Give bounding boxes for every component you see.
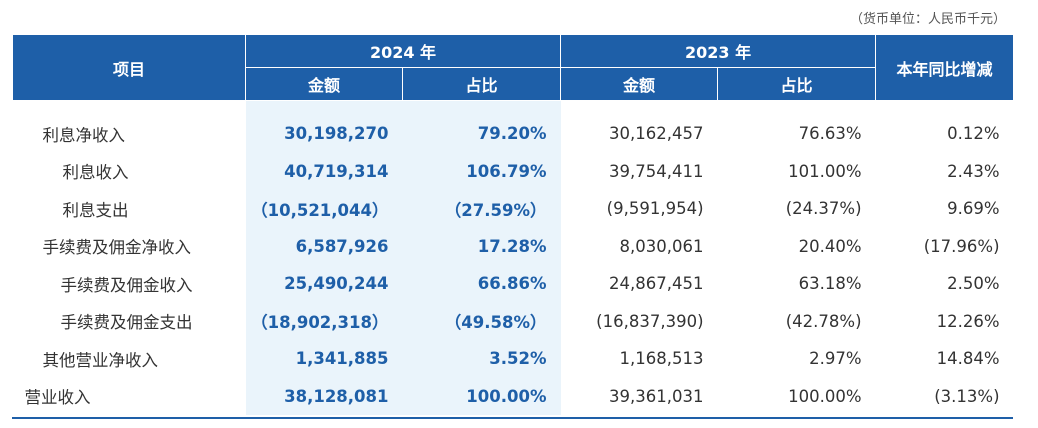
table-body: 利息净收入 30,198,270 79.20% 30,162,457 76.63… xyxy=(13,100,1014,415)
ratio-2023: (24.37%) xyxy=(785,199,862,219)
amount-2023: (16,837,390) xyxy=(596,311,704,331)
yoy-change: 12.26% xyxy=(936,311,1000,331)
row-label: 利息收入 xyxy=(62,163,129,183)
header-year-2024: 2024 年 xyxy=(244,34,562,68)
yoy-change: 2.50% xyxy=(947,274,1000,294)
row-label: 营业收入 xyxy=(24,388,91,408)
yoy-change: 14.84% xyxy=(936,349,1000,369)
ratio-2024: 79.20% xyxy=(402,100,561,153)
row-label: 其他营业净收入 xyxy=(42,350,159,370)
row-label: 手续费及佣金支出 xyxy=(60,313,193,333)
header-ratio-2023: 占比 xyxy=(717,67,877,101)
income-table-wrapper: 项目 2024 年 2023 年 本年同比增减 金额 占比 金额 占比 利息净收… xyxy=(12,34,1015,415)
amount-2024: （18,902,318） xyxy=(245,302,403,340)
amount-2023: 24,867,451 xyxy=(609,274,704,294)
ratio-2023: 63.18% xyxy=(798,274,862,294)
income-table: 项目 2024 年 2023 年 本年同比增减 金额 占比 金额 占比 利息净收… xyxy=(12,34,1015,415)
ratio-2024: 66.86% xyxy=(402,265,561,303)
amount-2023: 30,162,457 xyxy=(609,124,704,144)
row-label: 手续费及佣金净收入 xyxy=(42,238,192,258)
row-label: 手续费及佣金收入 xyxy=(60,275,193,295)
row-label: 利息净收入 xyxy=(42,125,126,145)
ratio-2024: （27.59%） xyxy=(402,190,561,228)
amount-2024: （10,521,044） xyxy=(245,190,403,228)
ratio-2023: 2.97% xyxy=(809,349,862,369)
table-row: 营业收入 38,128,081 100.00% 39,361,031 100.0… xyxy=(13,377,1014,415)
table-bottom-rule xyxy=(12,417,1013,419)
row-label: 利息支出 xyxy=(62,200,129,220)
amount-2023: 1,168,513 xyxy=(619,349,704,369)
table-header: 项目 2024 年 2023 年 本年同比增减 金额 占比 金额 占比 xyxy=(12,34,1015,101)
yoy-change: 9.69% xyxy=(947,199,1000,219)
yoy-change: 0.12% xyxy=(947,124,1000,144)
table-row: 利息收入 40,719,314 106.79% 39,754,411 101.0… xyxy=(13,152,1014,190)
table-row: 利息净收入 30,198,270 79.20% 30,162,457 76.63… xyxy=(13,100,1014,153)
amount-2024: 30,198,270 xyxy=(245,100,403,153)
yoy-change: 2.43% xyxy=(947,161,1000,181)
ratio-2023: 101.00% xyxy=(788,161,862,181)
header-item: 项目 xyxy=(12,34,246,101)
amount-2024: 38,128,081 xyxy=(245,377,403,415)
ratio-2023: 100.00% xyxy=(788,386,862,406)
ratio-2024: 100.00% xyxy=(402,377,561,415)
header-amount-2023: 金额 xyxy=(560,67,719,101)
amount-2023: (9,591,954) xyxy=(606,199,704,219)
header-yoy: 本年同比增减 xyxy=(875,34,1015,101)
table-row: 手续费及佣金净收入 6,587,926 17.28% 8,030,061 20.… xyxy=(13,227,1014,265)
amount-2023: 39,361,031 xyxy=(609,386,704,406)
amount-2024: 40,719,314 xyxy=(245,152,403,190)
table-row: 手续费及佣金支出 （18,902,318） （49.58%） (16,837,3… xyxy=(13,302,1014,340)
ratio-2023: (42.78%) xyxy=(785,311,862,331)
amount-2023: 8,030,061 xyxy=(619,236,704,256)
amount-2024: 1,341,885 xyxy=(245,340,403,378)
table-row: 手续费及佣金收入 25,490,244 66.86% 24,867,451 63… xyxy=(13,265,1014,303)
ratio-2024: 3.52% xyxy=(402,340,561,378)
yoy-change: (17.96%) xyxy=(923,236,1000,256)
amount-2024: 25,490,244 xyxy=(245,265,403,303)
ratio-2024: （49.58%） xyxy=(402,302,561,340)
table-row: 其他营业净收入 1,341,885 3.52% 1,168,513 2.97% … xyxy=(13,340,1014,378)
yoy-change: (3.13%) xyxy=(934,386,1000,406)
amount-2023: 39,754,411 xyxy=(609,161,704,181)
ratio-2023: 20.40% xyxy=(798,236,862,256)
header-year-2023: 2023 年 xyxy=(560,34,877,68)
table-row: 利息支出 （10,521,044） （27.59%） (9,591,954) (… xyxy=(13,190,1014,228)
amount-2024: 6,587,926 xyxy=(245,227,403,265)
ratio-2024: 17.28% xyxy=(402,227,561,265)
unit-note: （货币单位：人民币千元） xyxy=(849,12,1006,27)
header-ratio-2024: 占比 xyxy=(401,67,562,101)
ratio-2023: 76.63% xyxy=(798,124,862,144)
header-amount-2024: 金额 xyxy=(245,67,403,101)
ratio-2024: 106.79% xyxy=(402,152,561,190)
